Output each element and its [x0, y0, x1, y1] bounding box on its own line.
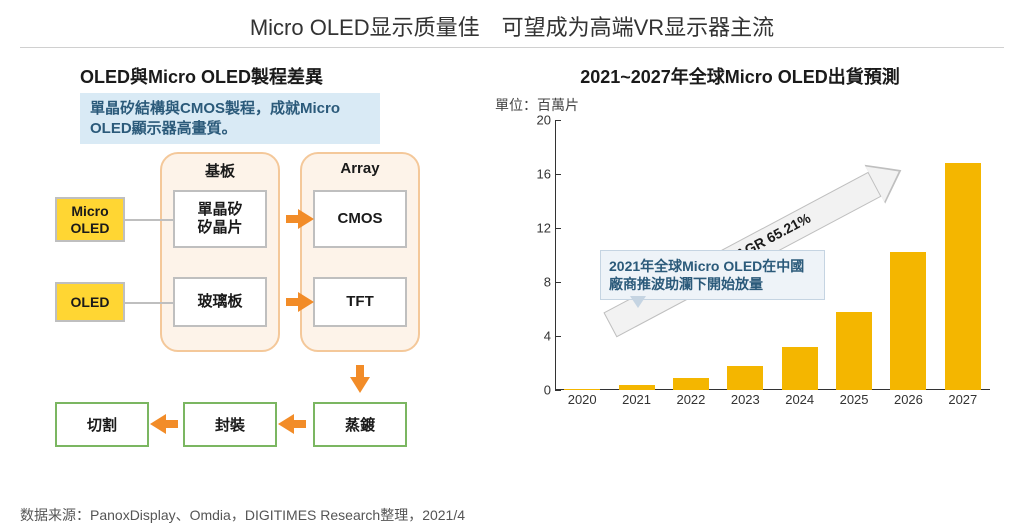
bar [945, 163, 981, 390]
forecast-chart-panel: 2021~2027年全球Micro OLED出貨預測 單位：百萬片 0 4 8 12 1… [490, 63, 990, 492]
x-label: 2022 [664, 392, 718, 420]
bar [727, 366, 763, 390]
bar [782, 347, 818, 390]
y-tick: 0 [525, 383, 551, 398]
node-oled: OLED [55, 282, 125, 322]
node-evap: 蒸鍍 [313, 402, 407, 447]
x-label: 2025 [827, 392, 881, 420]
node-tft: TFT [313, 277, 407, 327]
chart-callout: 2021年全球Micro OLED在中國廠商推波助瀾下開始放量 [600, 250, 825, 300]
arrow-encap-cut [150, 414, 166, 434]
diagram-title: OLED與Micro OLED製程差異 [80, 63, 470, 89]
arrow-substrate-cmos [298, 209, 314, 229]
x-label: 2023 [718, 392, 772, 420]
bar-slot [609, 385, 663, 390]
y-tick: 16 [525, 167, 551, 182]
y-tick: 12 [525, 221, 551, 236]
node-cmos: CMOS [313, 190, 407, 248]
node-glass: 玻璃板 [173, 277, 267, 327]
x-label: 2021 [609, 392, 663, 420]
bar [564, 389, 600, 390]
bar [836, 312, 872, 390]
group-array-label: Array [302, 160, 418, 177]
node-mono-si: 單晶矽 矽晶片 [173, 190, 267, 248]
source-citation: 数据来源：PanoxDisplay、Omdia，DIGITIMES Resear… [20, 505, 1004, 525]
node-micro-oled: Micro OLED [55, 197, 125, 242]
bar-slot [827, 312, 881, 390]
x-labels: 20202021202220232024202520262027 [555, 392, 990, 420]
bar [890, 252, 926, 390]
bar [619, 385, 655, 390]
bar-slot [773, 347, 827, 390]
bar-slot [936, 163, 990, 390]
chart-title: 2021~2027年全球Micro OLED出貨預測 [490, 63, 990, 89]
bar-slot [718, 366, 772, 390]
x-label: 2027 [936, 392, 990, 420]
bar-slot [881, 252, 935, 390]
y-tick: 4 [525, 329, 551, 344]
chart-callout-tail [630, 296, 646, 308]
line-oled-substrate [125, 302, 173, 304]
diagram-area: 基板 Array Micro OLED OLED 單晶矽 矽晶片 玻璃板 CMO… [20, 152, 470, 492]
group-substrate-label: 基板 [162, 160, 278, 181]
chart-unit: 單位：百萬片 [495, 95, 990, 115]
arrow-evap-encap [278, 414, 294, 434]
process-diagram-panel: OLED與Micro OLED製程差異 單晶矽結構與CMOS製程，成就Micro… [20, 63, 470, 492]
line-microoled-substrate [125, 219, 173, 221]
bar-slot [664, 378, 718, 390]
x-label: 2024 [773, 392, 827, 420]
content-row: OLED與Micro OLED製程差異 單晶矽結構與CMOS製程，成就Micro… [0, 48, 1024, 497]
y-tick: 20 [525, 113, 551, 128]
node-cut: 切割 [55, 402, 149, 447]
bar [673, 378, 709, 390]
node-encap: 封裝 [183, 402, 277, 447]
x-label: 2020 [555, 392, 609, 420]
arrow-tft-evap [350, 377, 370, 393]
page-title: Micro OLED显示质量佳 可望成为高端VR显示器主流 [20, 0, 1004, 48]
chart-plot: 048121620 2021~2027 CAGR 65.21% 20202021… [525, 120, 990, 420]
diagram-subtitle: 單晶矽結構與CMOS製程，成就Micro OLED顯示器高畫質。 [80, 93, 380, 144]
x-label: 2026 [881, 392, 935, 420]
y-tick: 8 [525, 275, 551, 290]
bar-slot [555, 389, 609, 390]
arrow-substrate-tft [298, 292, 314, 312]
